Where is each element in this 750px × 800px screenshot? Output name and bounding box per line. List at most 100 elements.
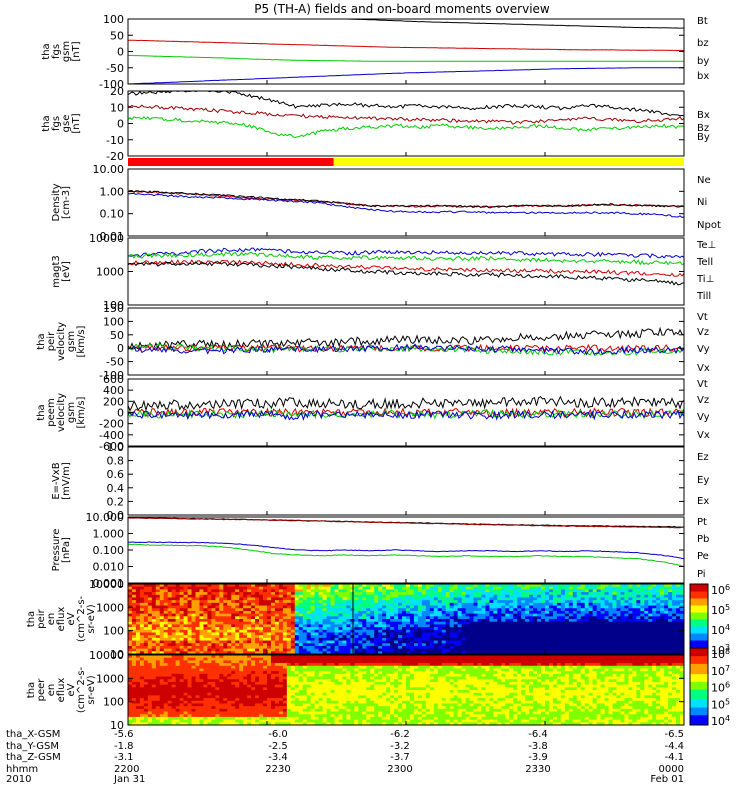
- spectrogram-cell: [572, 584, 578, 588]
- spectrogram-cell: [322, 624, 328, 628]
- spectrogram-cell: [437, 645, 443, 650]
- spectrogram-cell: [402, 613, 407, 617]
- spectrogram-cell: [469, 635, 475, 639]
- spectrogram-cell: [453, 584, 459, 588]
- spectrogram-cell: [421, 624, 427, 628]
- spectrogram-cell: [409, 589, 415, 593]
- spectrogram-cell: [171, 655, 177, 659]
- spectrogram-cell: [449, 629, 455, 633]
- spectrogram-cell: [191, 597, 197, 601]
- spectrogram-cell: [278, 687, 284, 691]
- spectrogram-cell: [211, 629, 216, 633]
- spectrogram-cell: [147, 616, 153, 620]
- spectrogram-cell: [274, 655, 280, 659]
- spectrogram-cell: [620, 586, 625, 590]
- spectrogram-cell: [461, 594, 467, 598]
- spectrogram-cell: [334, 635, 339, 639]
- spectrogram-cell: [326, 605, 332, 609]
- spectrogram-cell: [469, 643, 475, 647]
- spectrogram-cell: [159, 651, 165, 655]
- spectrogram-cell: [580, 624, 586, 628]
- spectrogram-cell: [282, 597, 288, 601]
- spectrogram-cell: [421, 645, 427, 650]
- legend-label: Pe: [697, 551, 709, 562]
- spectrogram-cell: [620, 616, 625, 620]
- spectrogram-cell: [227, 711, 232, 715]
- spectrogram-cell: [497, 613, 502, 617]
- spectrogram-cell: [521, 624, 526, 628]
- spectrogram-cell: [533, 610, 538, 615]
- spectrogram-cell: [263, 681, 268, 686]
- spectrogram-cell: [223, 671, 228, 675]
- spectrogram-cell: [529, 627, 534, 631]
- spectrogram-cell: [402, 608, 407, 612]
- spectrogram-cell: [274, 651, 280, 655]
- spectrogram-cell: [215, 703, 220, 707]
- spectrogram-cell: [179, 660, 185, 664]
- spectrogram-cell: [366, 629, 371, 633]
- spectrogram-cell: [195, 719, 200, 723]
- spectrogram-cell: [175, 695, 181, 699]
- y-tick-label: 0.001: [93, 577, 125, 590]
- spectrogram-cell: [374, 651, 379, 655]
- spectrogram-cell: [545, 648, 550, 652]
- spectrogram-cell: [453, 594, 459, 598]
- spectrogram-cell: [251, 645, 256, 650]
- spectrogram-cell: [517, 627, 522, 631]
- spectrogram-cell: [437, 651, 443, 655]
- spectrogram-cell: [298, 621, 304, 625]
- spectrogram-cell: [239, 640, 244, 644]
- spectrogram-cell: [267, 716, 272, 721]
- spectrogram-cell: [135, 716, 141, 721]
- spectrogram-cell: [457, 613, 463, 617]
- spectrogram-cell: [151, 597, 157, 601]
- spectrogram-cell: [247, 655, 252, 659]
- spectrogram-cell: [203, 616, 208, 620]
- spectrogram-cell: [604, 605, 610, 609]
- spectrogram-cell: [326, 594, 332, 598]
- spectrogram-cell: [402, 629, 407, 633]
- colorbar-step: [690, 586, 708, 590]
- spectrogram-cell: [509, 597, 514, 601]
- spectrogram-cell: [402, 619, 407, 623]
- spectrogram-cell: [652, 600, 657, 604]
- spectrogram-cell: [525, 613, 530, 617]
- spectrogram-cell: [513, 619, 518, 623]
- spectrogram-cell: [501, 589, 506, 593]
- spectrogram-cell: [425, 600, 431, 604]
- spectrogram-cell: [354, 648, 359, 652]
- spectrogram-cell: [143, 663, 149, 667]
- spectrogram-cell: [290, 597, 296, 601]
- spectrogram-cell: [223, 663, 228, 667]
- y-axis-label: peir: [46, 331, 57, 351]
- spectrogram-cell: [131, 627, 137, 631]
- spectrogram-cell: [274, 684, 280, 688]
- spectrogram-cell: [481, 589, 486, 593]
- spectrogram-cell: [525, 624, 530, 628]
- spectrogram-cell: [644, 645, 649, 650]
- spectrogram-cell: [128, 716, 133, 721]
- spectrogram-cell: [652, 592, 657, 596]
- spectrogram-cell: [247, 643, 252, 647]
- spectrogram-cell: [513, 643, 518, 647]
- spectrogram-cell: [334, 627, 339, 631]
- spectrogram-cell: [366, 586, 371, 590]
- spectrogram-cell: [239, 608, 244, 612]
- spectrogram-cell: [556, 637, 562, 642]
- spectrogram-cell: [255, 695, 260, 699]
- spectrogram-cell: [564, 610, 570, 615]
- spectrogram-cell: [179, 616, 185, 620]
- spectrogram-cell: [203, 627, 208, 631]
- spectrogram-cell: [548, 621, 554, 625]
- spectrogram-cell: [378, 640, 383, 644]
- spectrogram-cell: [402, 632, 407, 636]
- spectrogram-cell: [270, 673, 276, 678]
- spectrogram-cell: [151, 616, 157, 620]
- spectrogram-cell: [632, 602, 637, 607]
- spectrogram-cell: [239, 706, 244, 710]
- spectrogram-cell: [159, 592, 165, 596]
- spectrogram-cell: [485, 586, 490, 590]
- spectrogram-cell: [274, 584, 280, 588]
- spectrogram-cell: [604, 584, 610, 588]
- series-line-ti: [127, 247, 685, 259]
